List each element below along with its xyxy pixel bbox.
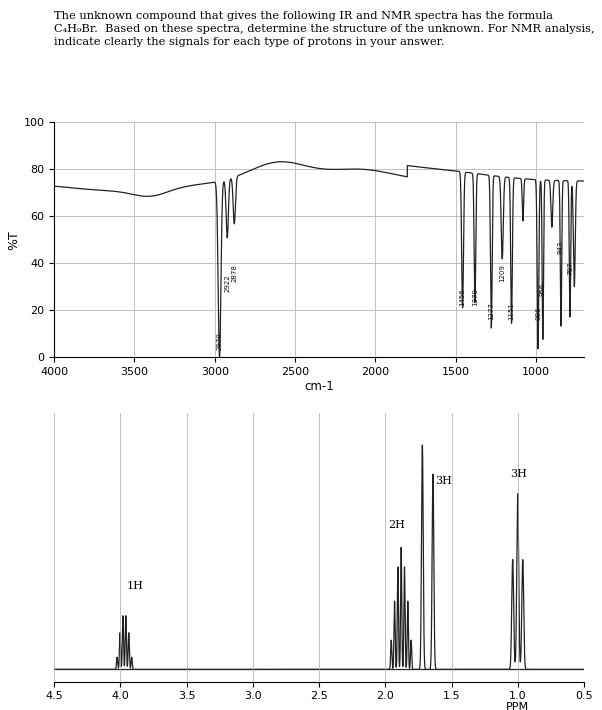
Text: PPM: PPM (506, 701, 529, 710)
Text: 3H: 3H (510, 469, 527, 479)
Text: 2878: 2878 (231, 264, 237, 282)
Text: 1456: 1456 (459, 288, 465, 305)
Text: 1277: 1277 (488, 302, 494, 320)
X-axis label: cm-1: cm-1 (304, 380, 334, 393)
Text: 2970: 2970 (217, 332, 223, 350)
Text: 2922: 2922 (224, 274, 230, 292)
Text: 3H: 3H (436, 476, 453, 486)
Y-axis label: %T: %T (8, 230, 20, 250)
Text: 956: 956 (540, 283, 546, 296)
Text: 986: 986 (535, 306, 541, 320)
Text: 843: 843 (558, 241, 564, 254)
Text: 2H: 2H (388, 520, 405, 530)
Text: 1379: 1379 (472, 288, 478, 305)
Text: The unknown compound that gives the following IR and NMR spectra has the formula: The unknown compound that gives the foll… (54, 11, 595, 47)
Text: 1209: 1209 (499, 264, 505, 282)
Text: 1H: 1H (127, 581, 144, 591)
Text: 1151: 1151 (509, 302, 515, 320)
Text: 787: 787 (567, 261, 573, 275)
